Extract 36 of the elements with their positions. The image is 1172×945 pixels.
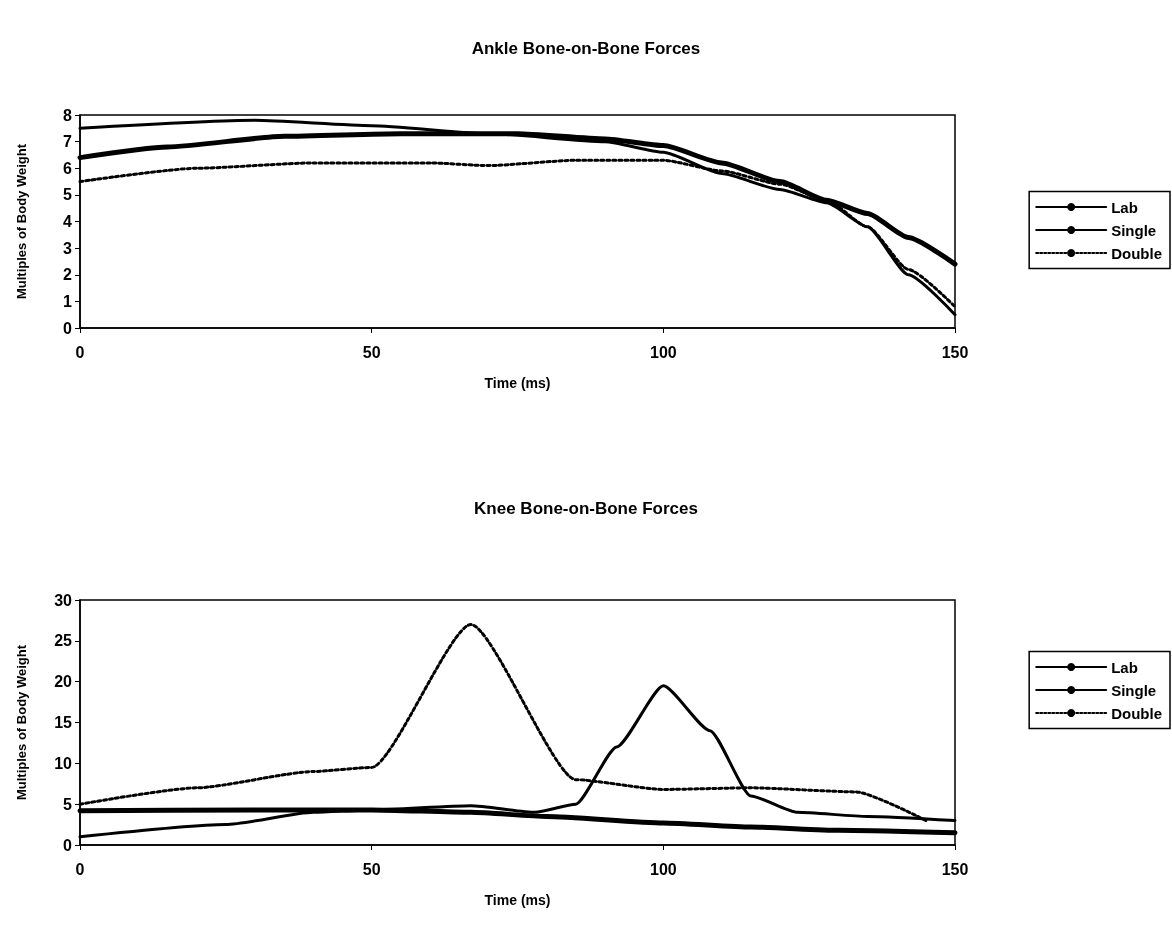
x-tick-label: 50 xyxy=(362,343,381,361)
x-tick-label: 100 xyxy=(649,343,677,361)
x-axis-title: Time (ms) xyxy=(484,892,551,908)
y-tick-label: 1 xyxy=(63,292,73,310)
x-tick-label: 50 xyxy=(362,860,381,878)
legend-label: Double xyxy=(1111,244,1163,262)
y-tick-label: 2 xyxy=(63,266,73,284)
y-axis-title: Multiples of Body Weight xyxy=(14,644,29,801)
y-tick-label: 6 xyxy=(63,159,73,177)
y-tick-label: 10 xyxy=(54,754,73,772)
legend-label: Lab xyxy=(1111,658,1138,676)
x-tick-label: 150 xyxy=(941,343,969,361)
x-axis-title: Time (ms) xyxy=(484,375,551,391)
x-tick-label: 100 xyxy=(649,860,677,878)
y-tick-label: 5 xyxy=(63,186,73,204)
y-tick-label: 20 xyxy=(54,673,73,691)
chart-title: Knee Bone-on-Bone Forces xyxy=(474,499,698,518)
y-tick-label: 8 xyxy=(63,106,73,124)
y-tick-label: 25 xyxy=(54,632,73,650)
x-tick-label: 0 xyxy=(75,860,85,878)
y-tick-label: 30 xyxy=(54,591,73,609)
legend-label: Single xyxy=(1111,681,1157,699)
y-tick-label: 7 xyxy=(63,133,73,151)
x-tick-label: 150 xyxy=(941,860,969,878)
x-tick-label: 0 xyxy=(75,343,85,361)
y-tick-label: 5 xyxy=(63,795,73,813)
y-tick-label: 0 xyxy=(63,836,73,854)
chart-title: Ankle Bone-on-Bone Forces xyxy=(471,39,701,58)
y-tick-label: 0 xyxy=(63,319,73,337)
legend-label: Single xyxy=(1111,221,1157,239)
y-axis-title: Multiples of Body Weight xyxy=(14,143,29,300)
legend-label: Lab xyxy=(1111,198,1138,216)
y-tick-label: 4 xyxy=(63,213,73,230)
y-tick-label: 15 xyxy=(54,714,73,731)
legend-label: Double xyxy=(1111,704,1163,722)
y-tick-label: 3 xyxy=(63,239,73,257)
